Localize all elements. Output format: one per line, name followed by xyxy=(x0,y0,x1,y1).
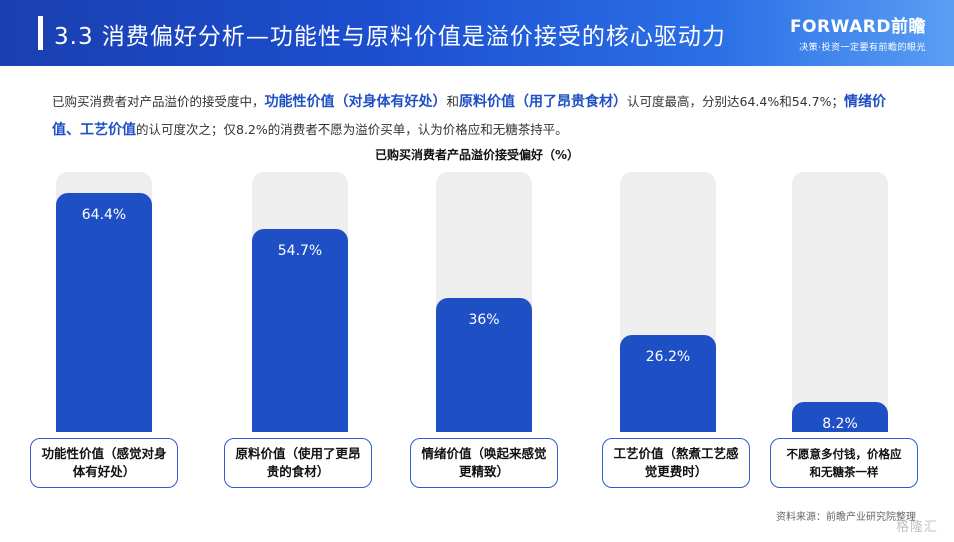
category-label: 工艺价值（熬煮工艺感觉更费时） xyxy=(602,438,750,488)
bar xyxy=(252,228,348,432)
category-label: 不愿意多付钱，价格应和无糖茶一样 xyxy=(770,438,918,488)
category-label: 情绪价值（唤起来感觉更精致） xyxy=(410,438,558,488)
desc-highlight: 情绪价值、工艺价值 xyxy=(52,94,886,138)
category-label: 功能性价值（感觉对身体有好处） xyxy=(30,438,178,488)
desc-text: 的认可度次之；仅8.2%的消费者不愿为溢价买单，认为价格应和无糖茶持平。 xyxy=(136,122,568,137)
brand-name: FORWARD前瞻 xyxy=(789,17,926,37)
bar xyxy=(436,298,532,432)
category-label: 原料价值（使用了更昂贵的食材） xyxy=(224,438,372,488)
page-header: 3.3 消费偏好分析—功能性与原料价值是溢价接受的核心驱动力 FORWARD前瞻… xyxy=(0,0,954,66)
page-title: 3.3 消费偏好分析—功能性与原料价值是溢价接受的核心驱动力 xyxy=(54,24,726,50)
watermark-logo: 格隆汇 xyxy=(895,520,938,535)
bar-value-label: 64.4% xyxy=(81,206,127,223)
desc-text: 已购买消费者对产品溢价的接受度中， xyxy=(52,94,265,109)
desc-text: 和 xyxy=(446,94,460,109)
desc-text: 认可度最高，分别达64.4%和54.7%； xyxy=(627,94,844,109)
bar xyxy=(620,334,716,432)
bar-value-label: 8.2% xyxy=(822,415,858,432)
desc-highlight: 功能性价值（对身体有好处） xyxy=(264,94,447,110)
source-note: 资料来源：前瞻产业研究院整理 xyxy=(776,512,916,523)
bar xyxy=(56,192,152,432)
header-accent-bar xyxy=(38,16,43,50)
description-paragraph: 已购买消费者对产品溢价的接受度中，功能性价值（对身体有好处）和原料价值（用了昂贵… xyxy=(52,88,912,144)
bar-value-label: 36% xyxy=(468,312,500,329)
desc-highlight: 原料价值（用了昂贵食材） xyxy=(459,94,628,110)
brand-slogan: 决策·投资一定要有前瞻的眼光 xyxy=(799,43,926,53)
chart-title: 已购买消费者产品溢价接受偏好（%） xyxy=(374,148,580,162)
bar-value-label: 54.7% xyxy=(277,242,323,259)
bar-value-label: 26.2% xyxy=(645,348,691,365)
bar xyxy=(792,401,888,432)
brand-logo: FORWARD前瞻 决策·投资一定要有前瞻的眼光 xyxy=(790,12,926,53)
bar-background-track xyxy=(792,172,888,432)
